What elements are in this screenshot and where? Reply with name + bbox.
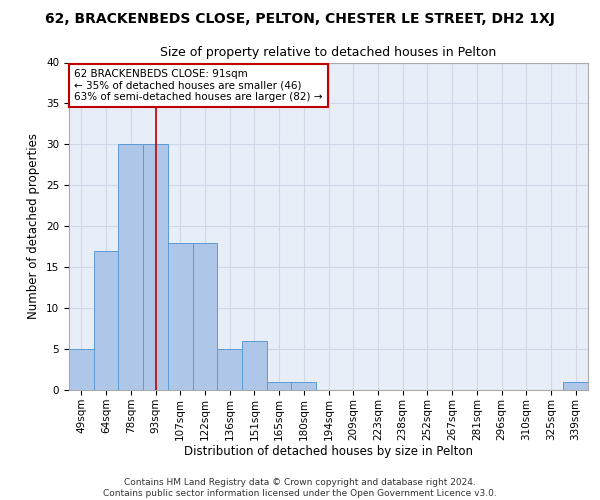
Text: 62, BRACKENBEDS CLOSE, PELTON, CHESTER LE STREET, DH2 1XJ: 62, BRACKENBEDS CLOSE, PELTON, CHESTER L… [45,12,555,26]
Title: Size of property relative to detached houses in Pelton: Size of property relative to detached ho… [160,46,497,59]
Bar [242,341,267,390]
Text: 62 BRACKENBEDS CLOSE: 91sqm
← 35% of detached houses are smaller (46)
63% of sem: 62 BRACKENBEDS CLOSE: 91sqm ← 35% of det… [74,69,323,102]
Bar [267,382,292,390]
Bar [168,242,193,390]
Bar [143,144,168,390]
Bar [563,382,588,390]
Bar [217,349,242,390]
Bar [94,251,118,390]
Bar [118,144,143,390]
Text: Contains HM Land Registry data © Crown copyright and database right 2024.
Contai: Contains HM Land Registry data © Crown c… [103,478,497,498]
Bar [292,382,316,390]
Bar [69,349,94,390]
X-axis label: Distribution of detached houses by size in Pelton: Distribution of detached houses by size … [184,446,473,458]
Y-axis label: Number of detached properties: Number of detached properties [28,133,40,320]
Bar [193,242,217,390]
